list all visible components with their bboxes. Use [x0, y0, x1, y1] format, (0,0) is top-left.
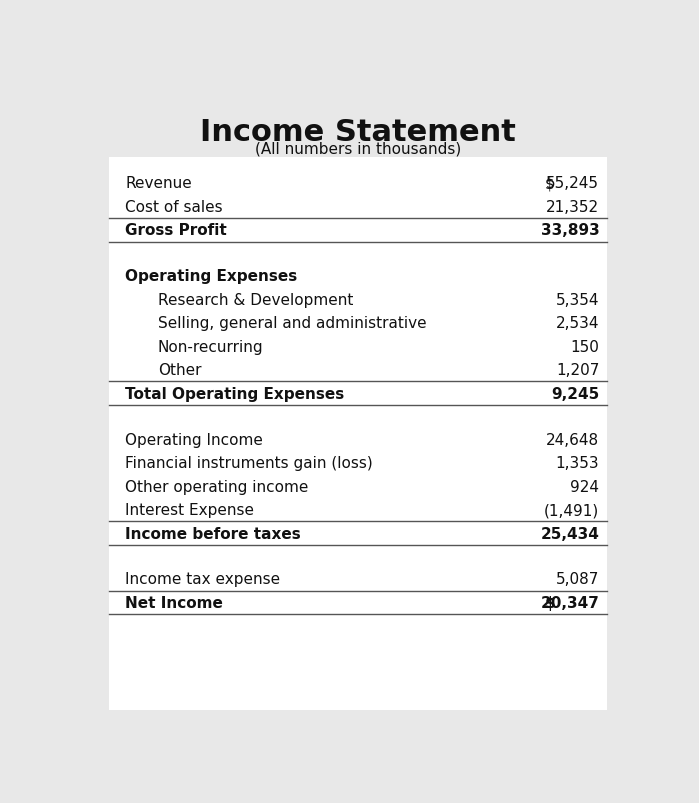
- Text: 24,648: 24,648: [546, 432, 599, 447]
- Text: Income tax expense: Income tax expense: [125, 572, 280, 587]
- Text: 21,352: 21,352: [546, 200, 599, 214]
- Text: Financial instruments gain (loss): Financial instruments gain (loss): [125, 455, 373, 471]
- Text: 9,245: 9,245: [551, 386, 599, 402]
- Text: 33,893: 33,893: [540, 223, 599, 238]
- Text: Other operating income: Other operating income: [125, 479, 309, 494]
- Text: 20,347: 20,347: [540, 595, 599, 610]
- Text: Net Income: Net Income: [125, 595, 223, 610]
- Text: 25,434: 25,434: [540, 526, 599, 541]
- Text: 1,207: 1,207: [556, 363, 599, 377]
- Text: Cost of sales: Cost of sales: [125, 200, 223, 214]
- Text: Revenue: Revenue: [125, 176, 192, 191]
- Text: Non-recurring: Non-recurring: [158, 340, 264, 354]
- Text: 2,534: 2,534: [556, 316, 599, 331]
- Text: Operating Income: Operating Income: [125, 432, 263, 447]
- Text: 55,245: 55,245: [547, 176, 599, 191]
- Text: 5,087: 5,087: [556, 572, 599, 587]
- Text: (All numbers in thousands): (All numbers in thousands): [255, 141, 461, 156]
- Text: Gross Profit: Gross Profit: [125, 223, 227, 238]
- Text: 924: 924: [570, 479, 599, 494]
- Text: 1,353: 1,353: [556, 455, 599, 471]
- Text: Total Operating Expenses: Total Operating Expenses: [125, 386, 345, 402]
- Text: $: $: [545, 176, 555, 191]
- Text: Other: Other: [158, 363, 201, 377]
- Text: 150: 150: [570, 340, 599, 354]
- Text: Research & Development: Research & Development: [158, 292, 353, 308]
- Text: $: $: [545, 595, 556, 610]
- Text: Interest Expense: Interest Expense: [125, 503, 254, 517]
- Text: Selling, general and administrative: Selling, general and administrative: [158, 316, 426, 331]
- Text: Income Statement: Income Statement: [201, 118, 516, 147]
- Text: 5,354: 5,354: [556, 292, 599, 308]
- Text: Operating Expenses: Operating Expenses: [125, 269, 298, 283]
- Text: (1,491): (1,491): [544, 503, 599, 517]
- Text: Income before taxes: Income before taxes: [125, 526, 301, 541]
- FancyBboxPatch shape: [109, 158, 607, 710]
